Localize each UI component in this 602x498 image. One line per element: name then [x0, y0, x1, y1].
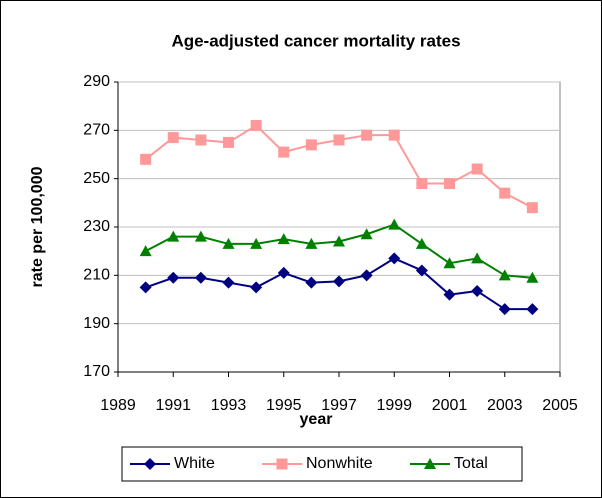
marker	[305, 237, 318, 249]
y-tick-label: 270	[83, 122, 110, 139]
marker	[167, 132, 179, 144]
marker	[305, 139, 317, 151]
marker	[444, 178, 455, 189]
marker	[415, 237, 428, 249]
y-tick-label: 250	[83, 170, 110, 187]
x-tick-label: 1997	[321, 397, 357, 414]
marker	[415, 264, 428, 277]
marker	[195, 134, 207, 146]
marker	[276, 458, 288, 470]
marker	[144, 458, 156, 470]
marker	[360, 269, 373, 282]
marker	[498, 303, 511, 316]
marker	[139, 245, 152, 257]
x-tick-label: 2001	[432, 397, 468, 414]
marker	[498, 269, 511, 281]
marker	[443, 288, 456, 301]
marker	[499, 187, 511, 199]
marker	[443, 257, 456, 269]
y-tick-label: 170	[83, 363, 110, 380]
marker	[526, 303, 539, 316]
marker	[167, 271, 180, 284]
marker	[250, 120, 262, 131]
marker	[471, 163, 483, 175]
legend-label: White	[174, 455, 215, 472]
y-tick-label: 190	[83, 315, 110, 332]
legend-label: Nonwhite	[306, 455, 373, 472]
legend-box	[121, 446, 523, 482]
marker	[360, 228, 373, 240]
y-axis-label: rate per 100,000	[29, 166, 46, 287]
x-axis-label: year	[300, 411, 333, 428]
marker	[223, 136, 234, 148]
x-tick-label: 1993	[211, 397, 247, 414]
y-tick-label: 290	[83, 73, 110, 90]
x-tick-label: 1999	[376, 397, 412, 414]
marker	[250, 237, 263, 249]
marker	[139, 281, 152, 294]
marker	[222, 276, 235, 289]
marker	[526, 202, 538, 214]
marker	[222, 237, 235, 249]
marker	[471, 285, 484, 298]
x-tick-label: 1989	[100, 397, 136, 414]
marker	[388, 129, 400, 141]
marker	[388, 218, 401, 230]
marker	[424, 458, 436, 469]
marker	[194, 271, 207, 284]
x-tick-label: 1991	[155, 397, 191, 414]
y-tick-label: 230	[83, 218, 110, 235]
marker	[140, 153, 152, 165]
y-tick-label: 210	[83, 267, 110, 284]
marker	[471, 252, 484, 264]
chart-title: Age-adjusted cancer mortality rates	[171, 31, 460, 50]
marker	[333, 134, 345, 146]
x-tick-label: 1995	[266, 397, 302, 414]
marker	[526, 271, 539, 283]
marker	[277, 233, 290, 245]
marker	[305, 276, 318, 289]
marker	[333, 275, 345, 288]
marker	[333, 235, 345, 247]
x-tick-label: 2005	[542, 397, 578, 414]
marker	[250, 281, 263, 294]
marker	[388, 252, 401, 265]
marker	[194, 230, 207, 242]
marker	[416, 178, 428, 189]
marker	[361, 129, 373, 141]
legend-label: Total	[454, 455, 488, 472]
x-tick-label: 2003	[487, 397, 523, 414]
marker	[278, 146, 290, 158]
marker	[167, 230, 180, 242]
marker	[277, 266, 290, 279]
